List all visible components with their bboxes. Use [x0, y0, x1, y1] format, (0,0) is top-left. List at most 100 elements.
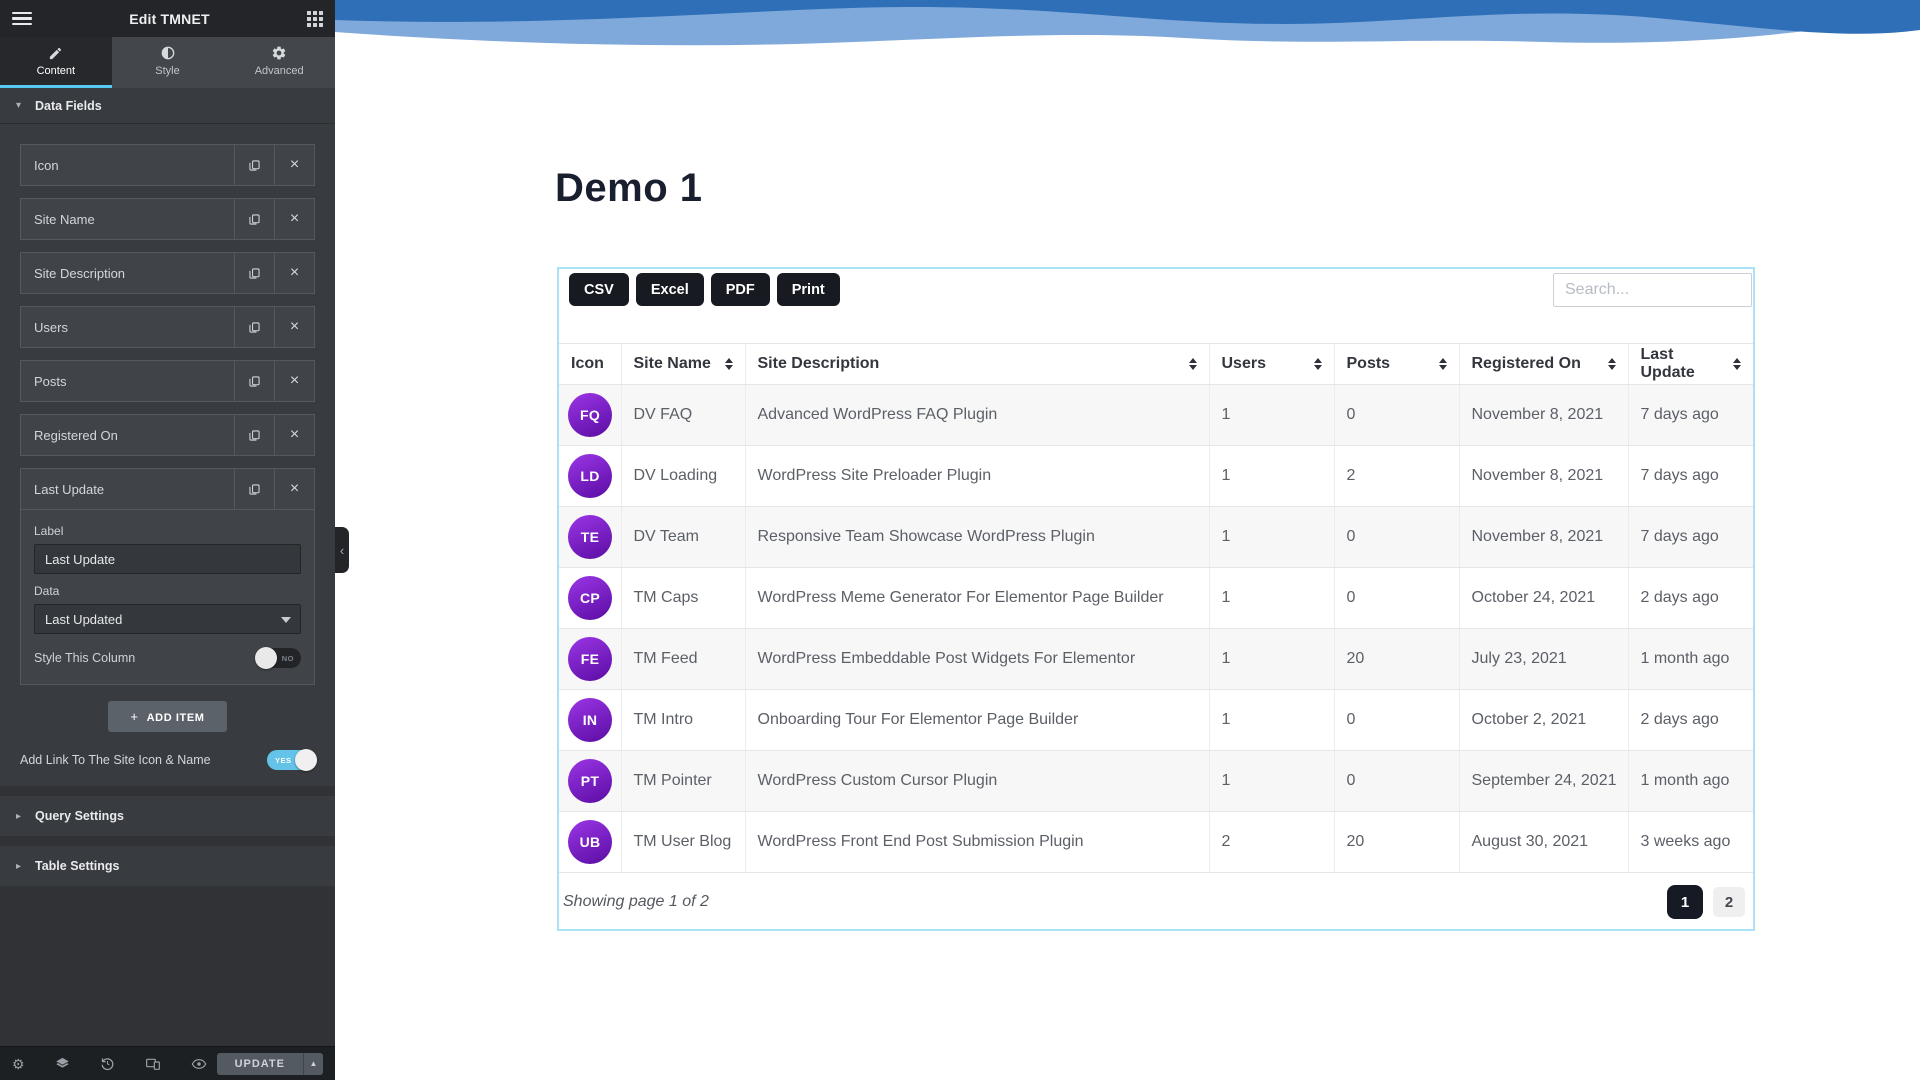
column-header-users[interactable]: Users: [1209, 343, 1335, 385]
navigator-layers-icon[interactable]: [55, 1056, 70, 1071]
widgets-grid-icon[interactable]: [307, 10, 323, 27]
page-2-button[interactable]: 2: [1713, 887, 1745, 917]
add-link-toggle[interactable]: YES: [267, 749, 317, 771]
site-name-link[interactable]: DV Loading: [621, 445, 746, 507]
column-header-last-update[interactable]: Last Update: [1628, 343, 1753, 385]
repeater-item-header[interactable]: Users ×: [21, 307, 314, 347]
page-title: Demo 1: [555, 166, 703, 210]
registered-on-cell: July 23, 2021: [1459, 628, 1629, 690]
site-name-link[interactable]: TM Feed: [621, 628, 746, 690]
update-options-button[interactable]: ▲: [303, 1052, 323, 1075]
last-update-cell: 3 weeks ago: [1628, 811, 1753, 873]
remove-icon[interactable]: ×: [274, 469, 314, 509]
site-icon[interactable]: FQ: [568, 393, 612, 437]
sort-icon[interactable]: [1188, 358, 1197, 370]
remove-icon[interactable]: ×: [274, 253, 314, 293]
site-icon[interactable]: FE: [568, 637, 612, 681]
site-icon[interactable]: CP: [568, 576, 612, 620]
remove-icon[interactable]: ×: [274, 145, 314, 185]
column-header-posts[interactable]: Posts: [1334, 343, 1460, 385]
add-link-row: Add Link To The Site Icon & Name YES: [0, 732, 335, 786]
repeater-item-header[interactable]: Posts ×: [21, 361, 314, 401]
table-row: FE TM Feed WordPress Embeddable Post Wid…: [559, 628, 1753, 690]
data-select[interactable]: Last Updated: [34, 604, 301, 634]
column-header-icon: Icon: [559, 343, 622, 385]
repeater-item-header[interactable]: Last Update ×: [21, 469, 314, 509]
registered-on-cell: November 8, 2021: [1459, 445, 1629, 507]
duplicate-icon[interactable]: [234, 307, 274, 347]
sort-icon[interactable]: [1607, 358, 1616, 370]
site-name-link[interactable]: DV Team: [621, 506, 746, 568]
history-icon[interactable]: [100, 1056, 115, 1071]
duplicate-icon[interactable]: [234, 145, 274, 185]
export-print-button[interactable]: Print: [776, 273, 840, 306]
registered-on-cell: October 24, 2021: [1459, 567, 1629, 629]
site-name-link[interactable]: DV FAQ: [621, 384, 746, 446]
preview-eye-icon[interactable]: [191, 1056, 207, 1072]
responsive-mode-icon[interactable]: [145, 1056, 161, 1072]
duplicate-icon[interactable]: [234, 361, 274, 401]
tab-content[interactable]: Content: [0, 37, 112, 88]
repeater-item-header[interactable]: Registered On ×: [21, 415, 314, 455]
duplicate-icon[interactable]: [234, 469, 274, 509]
field-item-last-update: Last Update × Label: [20, 468, 315, 685]
posts-cell: 20: [1334, 811, 1460, 873]
site-icon[interactable]: TE: [568, 515, 612, 559]
repeater-item-header[interactable]: Site Name ×: [21, 199, 314, 239]
sort-icon[interactable]: [724, 358, 733, 370]
add-item-button[interactable]: + ADD ITEM: [108, 701, 227, 732]
posts-cell: 20: [1334, 628, 1460, 690]
settings-icon[interactable]: ⚙: [12, 1055, 25, 1072]
page-1-button[interactable]: 1: [1667, 885, 1703, 919]
column-header-site-name[interactable]: Site Name: [621, 343, 746, 385]
remove-icon[interactable]: ×: [274, 415, 314, 455]
export-csv-button[interactable]: CSV: [569, 273, 629, 306]
section-table-settings[interactable]: ▸ Table Settings: [0, 846, 335, 886]
column-header-site-description[interactable]: Site Description: [745, 343, 1210, 385]
repeater-item-header[interactable]: Site Description ×: [21, 253, 314, 293]
menu-icon[interactable]: [12, 11, 32, 26]
style-icon: [160, 45, 176, 61]
section-data-fields[interactable]: ▾ Data Fields: [0, 88, 335, 124]
update-button[interactable]: UPDATE: [216, 1052, 303, 1075]
site-description: WordPress Embeddable Post Widgets For El…: [745, 628, 1210, 690]
field-item-site-description: Site Description ×: [20, 252, 315, 294]
remove-icon[interactable]: ×: [274, 199, 314, 239]
remove-icon[interactable]: ×: [274, 361, 314, 401]
panel-collapse-handle[interactable]: ‹: [335, 527, 349, 573]
section-query-settings[interactable]: ▸ Query Settings: [0, 796, 335, 836]
site-name-link[interactable]: TM Pointer: [621, 750, 746, 812]
sort-icon[interactable]: [1313, 358, 1322, 370]
site-icon[interactable]: PT: [568, 759, 612, 803]
field-item-users: Users ×: [20, 306, 315, 348]
style-column-toggle[interactable]: NO: [255, 647, 301, 669]
tab-advanced[interactable]: Advanced: [223, 37, 335, 88]
sort-icon[interactable]: [1438, 358, 1447, 370]
duplicate-icon[interactable]: [234, 253, 274, 293]
table-row: TE DV Team Responsive Team Showcase Word…: [559, 506, 1753, 568]
data-field-label: Data: [34, 584, 60, 598]
table-row: IN TM Intro Onboarding Tour For Elemento…: [559, 689, 1753, 751]
remove-icon[interactable]: ×: [274, 307, 314, 347]
repeater-item-header[interactable]: Icon ×: [21, 145, 314, 185]
tab-style[interactable]: Style: [112, 37, 224, 88]
site-icon[interactable]: IN: [568, 698, 612, 742]
column-header-registered-on[interactable]: Registered On: [1459, 343, 1629, 385]
export-excel-button[interactable]: Excel: [635, 273, 704, 306]
sort-icon[interactable]: [1733, 358, 1741, 370]
last-update-cell: 2 days ago: [1628, 689, 1753, 751]
export-pdf-button[interactable]: PDF: [710, 273, 770, 306]
duplicate-icon[interactable]: [234, 199, 274, 239]
site-icon[interactable]: LD: [568, 454, 612, 498]
duplicate-icon[interactable]: [234, 415, 274, 455]
site-name-link[interactable]: TM User Blog: [621, 811, 746, 873]
site-icon[interactable]: UB: [568, 820, 612, 864]
label-input[interactable]: [34, 544, 301, 574]
posts-cell: 0: [1334, 384, 1460, 446]
site-name-link[interactable]: TM Caps: [621, 567, 746, 629]
site-name-link[interactable]: TM Intro: [621, 689, 746, 751]
search-input[interactable]: [1553, 273, 1752, 307]
